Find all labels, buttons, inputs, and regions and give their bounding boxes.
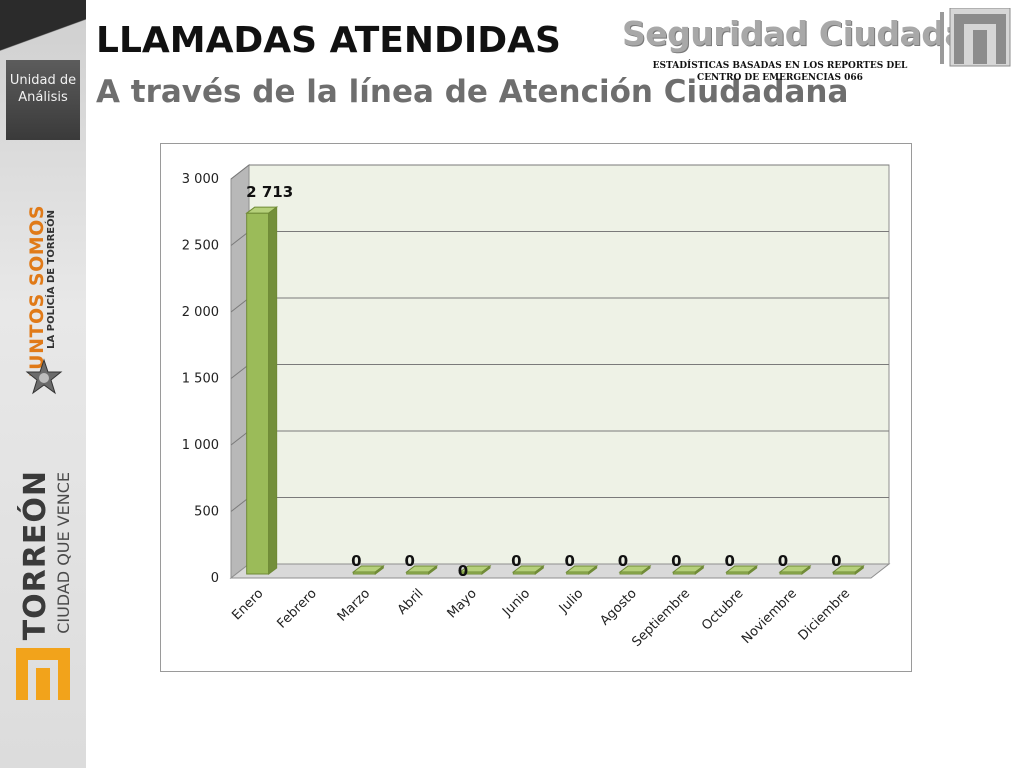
gridline-side [230, 231, 250, 246]
gridline-side [230, 364, 250, 379]
bar-side [694, 565, 704, 575]
juntos-somos-logo-text: JUNTOS SOMOS [26, 205, 48, 378]
page-title: LLAMADAS ATENDIDAS [96, 20, 561, 61]
bar-side [428, 565, 438, 575]
x-tick-label: Agosto [597, 586, 639, 628]
y-tick-label: 2 500 [182, 239, 219, 254]
y-tick-label: 1 000 [182, 438, 219, 453]
gridline-side [230, 297, 250, 313]
police-star-badge-icon [25, 358, 63, 395]
bar [246, 212, 270, 575]
seguridad-ciudadana-logo-icon [940, 8, 1011, 67]
bar-side [801, 565, 811, 575]
data-label: 0 [618, 552, 628, 570]
data-label: 0 [511, 552, 521, 570]
sidebar: Unidad de Análisis JUNTOS SOMOS LA POLIC… [0, 0, 86, 768]
bar-side [268, 206, 278, 575]
x-tick-label: Octubre [699, 586, 746, 633]
page-subtitle: A través de la línea de Atención Ciudada… [96, 74, 849, 110]
gridline-side [230, 430, 250, 446]
bar-side [641, 565, 651, 575]
y-tick-label: 3 000 [182, 172, 219, 187]
data-label: 0 [404, 552, 414, 570]
bar-chart: 0 500 1 000 1 500 2 000 2 500 3 000 2 713 0 0 0 0 0… [182, 163, 891, 650]
bar-side [748, 565, 758, 575]
y-tick-label: 1 500 [182, 372, 219, 387]
data-label: 2 713 [246, 183, 293, 201]
y-tick-label: 500 [194, 505, 219, 520]
x-tick-label: Febrero [275, 586, 320, 631]
ciudad-que-vence-text: CIUDAD QUE VENCE [54, 472, 73, 634]
data-label: 0 [351, 552, 361, 570]
data-label: 0 [724, 552, 734, 570]
torreon-logo-text: TORREÓN [18, 470, 53, 641]
chart-frame: 0 500 1 000 1 500 2 000 2 500 3 000 2 713 0 0 0 0 0… [160, 143, 912, 672]
x-tick-label: Junio [499, 586, 533, 620]
unit-label-line2: Análisis [18, 90, 68, 105]
bar-side [854, 565, 864, 575]
x-tick-label: Enero [229, 586, 266, 623]
x-tick-label: Noviembre [739, 586, 800, 647]
gridline-side [230, 164, 250, 180]
bar-side [481, 565, 491, 575]
unit-label-line1: Unidad de [9, 73, 77, 88]
x-tick-label: Septiembre [629, 586, 693, 650]
y-tick-label: 0 [211, 571, 219, 586]
y-tick-label: 2 000 [182, 305, 219, 320]
sidebar-corner-stripe [0, 0, 86, 60]
x-tick-label: Mayo [445, 586, 480, 621]
bar-side [588, 565, 598, 575]
data-label: 0 [671, 552, 681, 570]
bar-side [374, 565, 384, 575]
data-label: 0 [831, 552, 841, 570]
x-tick-label: Diciembre [796, 586, 854, 644]
x-tick-label: Julio [556, 586, 587, 617]
gridline-side [230, 497, 250, 512]
x-tick-label: Abril [395, 586, 427, 618]
bar-side [534, 565, 544, 575]
data-label: 0 [564, 552, 574, 570]
x-tick-label: Marzo [335, 586, 373, 624]
unit-label-box: Unidad de Análisis [6, 60, 80, 140]
data-label: 0 [778, 552, 788, 570]
brand-note: ESTADÍSTICAS BASADAS EN LOS REPORTES DEL… [652, 61, 908, 83]
chart-floor [229, 563, 891, 579]
data-label: 0 [458, 562, 468, 580]
torreon-logo-icon [16, 648, 70, 700]
policia-torreon-logo-text: LA POLICÍA DE TORREÓN [46, 210, 57, 349]
brand-name: Seguridad Ciudadana [622, 14, 1011, 53]
